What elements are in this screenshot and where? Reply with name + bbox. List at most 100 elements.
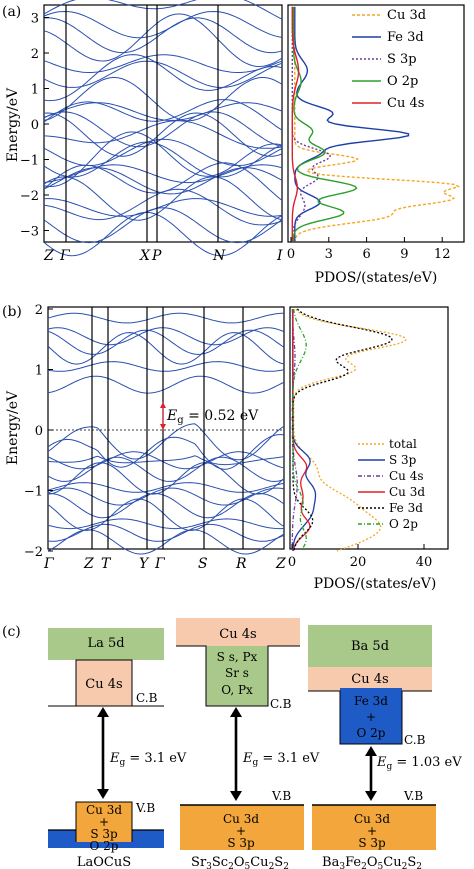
compound-2-gap-symbol: E xyxy=(242,751,253,766)
legend-a-label-2: S 3p xyxy=(387,52,417,67)
compound-3-vb-line1: Cu 3d xyxy=(354,812,390,826)
kpoint-b-r: R xyxy=(235,556,247,572)
legend-a-label-1: Fe 3d xyxy=(387,30,424,45)
compound-3-gap-sub: g xyxy=(387,762,393,772)
vb-box-1-lower xyxy=(76,830,132,842)
compound-3-cb-line1: Fe 3d xyxy=(354,694,388,708)
compound-3-gap-value: = 1.03 eV xyxy=(392,755,462,770)
vb-box-1-edge xyxy=(75,801,133,842)
gap-arrow-head-up xyxy=(160,402,166,408)
pdos-a-fe3d xyxy=(294,6,410,242)
gap-subscript: g xyxy=(177,415,184,426)
band-b-10 xyxy=(47,456,285,482)
legend-a-label-4: Cu 4s xyxy=(387,96,424,111)
panel-a-band-plot: 3 2 1 0 −1 −2 −3 Energy/eV Z Γ X P N I xyxy=(5,0,283,264)
band-b-11 xyxy=(47,462,285,495)
panel-b-pdos-plot: 0 20 40 PDOS/(states/eV) total S 3p Cu 4s Cu … xyxy=(288,306,449,592)
panel-a-band-frame xyxy=(43,4,283,243)
compound-2-name: Sr3Sc2O5Cu2S2 xyxy=(191,855,289,869)
compound-3-vb-line2: + xyxy=(367,824,377,838)
compound-1-gap-symbol: E xyxy=(109,751,120,766)
xtick-label-b-2: 40 xyxy=(416,555,433,570)
ytick-label-a-5: −2 xyxy=(20,189,39,204)
compound-1-vb-tag: V.B xyxy=(135,801,155,815)
panel-b-band-frame xyxy=(47,306,285,550)
pdos-a-o2p xyxy=(292,6,358,242)
compound-ba3fe2o5cu2s2-diagram: Ba 5d Cu 4s Fe 3d + O 2p C.B Eg = 1.03 e… xyxy=(308,625,462,869)
legend-b-label-2: Cu 4s xyxy=(389,469,424,483)
band-a-21 xyxy=(43,188,283,226)
compound-2-vb-line2: + xyxy=(236,824,246,838)
compound-3-top-label: Ba 5d xyxy=(351,639,389,654)
kpoint-b-s: S xyxy=(198,556,208,572)
legend-a-label-0: Cu 3d xyxy=(387,8,426,23)
compound-1-vb-line1: Cu 3d xyxy=(86,803,122,817)
panel-a-legend: Cu 3d Fe 3d S 3p O 2p Cu 4s xyxy=(352,8,426,111)
pdos-b-fe3d xyxy=(292,308,393,552)
band-a-1 xyxy=(43,10,283,39)
band-b-14 xyxy=(47,492,285,519)
panel-a-ylabel: Energy/eV xyxy=(5,87,21,162)
compound-3-name: Ba3Fe2O5Cu2S2 xyxy=(322,855,422,869)
ytick-label-a-6: −3 xyxy=(20,225,39,240)
compound-3-mid-label: Cu 4s xyxy=(351,672,388,687)
compound-2-gap-sub: g xyxy=(253,758,259,768)
vb-box-2 xyxy=(180,805,304,850)
compound-2-cb-line1: S s, Px xyxy=(217,650,258,664)
kpoint-b-gamma2: Γ xyxy=(154,556,166,572)
band-b-4 xyxy=(47,361,285,372)
ytick-label-a-1: 2 xyxy=(31,47,39,62)
pdos-b-o2p xyxy=(292,308,307,552)
compound-1-bottom: O 2p xyxy=(90,839,119,853)
kpoint-a-n: N xyxy=(212,248,226,264)
band-a-15 xyxy=(43,131,283,188)
compound-2-vb-line3: S 3p xyxy=(227,836,255,850)
gap-value: = 0.52 eV xyxy=(184,408,260,424)
band-b-16 xyxy=(47,518,285,530)
panel-label-b: (b) xyxy=(2,304,22,320)
kpoint-b-z2: Z xyxy=(275,556,286,572)
panel-a-y-ticks: 3 2 1 0 −1 −2 −3 xyxy=(20,12,49,240)
band-b-15 xyxy=(47,498,285,531)
gap-arrow-head-down xyxy=(160,424,166,430)
panel-b-legend: total S 3p Cu 4s Cu 3d Fe 3d O 2p xyxy=(358,437,425,531)
compound-2-gap-value: = 3.1 eV xyxy=(258,751,320,766)
compound-1-vb-line2: + xyxy=(99,815,109,829)
band-a-19 xyxy=(43,176,283,221)
ytick-label-b-1: 1 xyxy=(35,364,43,379)
band-a-12 xyxy=(43,120,283,149)
kpoint-a-p: P xyxy=(151,248,162,264)
pdos-a-cu3d xyxy=(294,6,461,242)
band-a-22 xyxy=(43,207,283,244)
compound-3-cb-line3: O 2p xyxy=(357,726,386,740)
cu4s-box-2 xyxy=(176,618,300,646)
band-b-0 xyxy=(47,312,285,324)
band-a-0 xyxy=(43,0,283,20)
legend-b-label-1: S 3p xyxy=(389,453,417,467)
compound-2-cb-line2: Sr s xyxy=(225,666,249,680)
legend-b-label-3: Cu 3d xyxy=(389,485,425,499)
band-b-5 xyxy=(47,375,285,394)
xtick-label-a-2: 6 xyxy=(362,247,370,262)
compound-1-cb-tag: C.B xyxy=(136,691,158,705)
panel-a-pdos-xlabel: PDOS/(states/eV) xyxy=(315,270,438,286)
compound-3-arrow-up xyxy=(365,746,377,756)
compound-1-top-label: La 5d xyxy=(87,636,124,651)
panel-label-c: (c) xyxy=(2,624,21,640)
band-a-3 xyxy=(43,13,283,68)
pdos-a-s3p xyxy=(291,6,331,242)
kpoint-b-t: T xyxy=(101,556,112,572)
legend-b-label-4: Fe 3d xyxy=(389,501,423,515)
compound-2-arrow-down xyxy=(230,791,242,801)
band-a-9 xyxy=(43,99,283,131)
pdos-a-cu4s xyxy=(291,6,300,242)
band-b-2 xyxy=(47,329,285,355)
band-a-10 xyxy=(43,111,283,148)
vb-box-1 xyxy=(76,802,132,830)
band-a-5 xyxy=(43,60,283,88)
kpoint-a-i: I xyxy=(276,248,283,264)
ytick-label-a-3: 0 xyxy=(31,118,39,133)
pdos-b-total xyxy=(293,308,407,552)
s-sr-o-box xyxy=(206,646,268,706)
